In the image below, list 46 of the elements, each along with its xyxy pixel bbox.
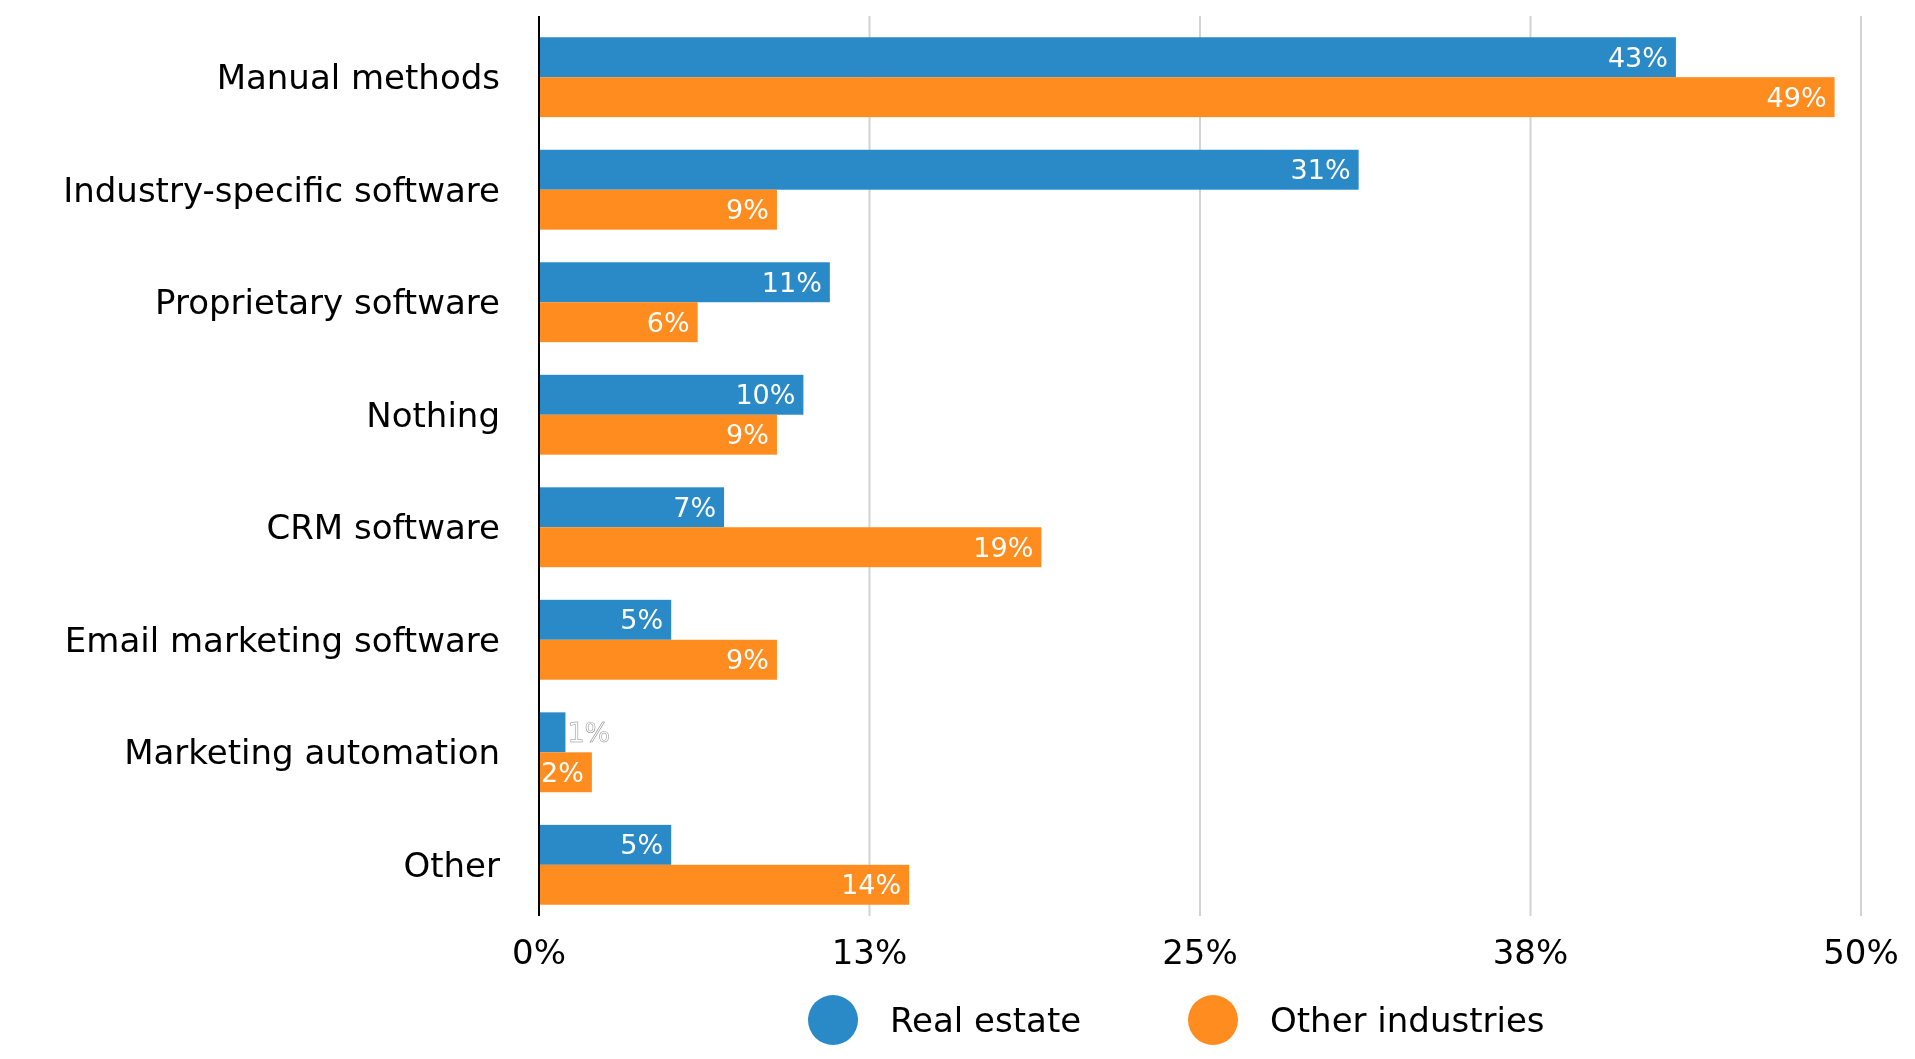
- data-label: 5%: [620, 604, 664, 636]
- bar: [539, 262, 830, 303]
- bar: [539, 37, 1676, 78]
- data-label: 9%: [726, 419, 769, 451]
- y-tick-label: Marketing automation: [124, 732, 500, 773]
- data-label: 14%: [841, 869, 902, 901]
- bar: [539, 189, 777, 230]
- y-tick-label: Proprietary software: [155, 282, 500, 323]
- legend-label: Other industries: [1270, 999, 1545, 1040]
- y-tick-label: Other: [403, 844, 501, 885]
- data-label: 10%: [735, 379, 796, 411]
- data-label: 6%: [646, 306, 690, 338]
- bar: [539, 712, 566, 753]
- data-label: 43%: [1607, 41, 1668, 73]
- data-label: 31%: [1290, 154, 1351, 186]
- bar: [539, 487, 725, 528]
- bar: [539, 527, 1042, 568]
- bar: [539, 639, 777, 680]
- data-label: 5%: [620, 829, 664, 861]
- x-tick-label: 38%: [1492, 932, 1569, 972]
- data-label: 9%: [726, 194, 769, 226]
- y-tick-label: Industry-specific software: [63, 169, 500, 210]
- bar: [539, 824, 672, 865]
- data-label: 1%: [567, 716, 611, 748]
- x-tick-label: 50%: [1823, 932, 1899, 972]
- bar: [539, 374, 804, 415]
- data-label: 11%: [761, 266, 822, 298]
- y-tick-label: Nothing: [366, 394, 500, 435]
- data-label: 2%: [541, 756, 584, 788]
- data-label: 9%: [726, 644, 769, 676]
- bar: [539, 599, 672, 640]
- legend-label: Real estate: [890, 999, 1082, 1040]
- bar: [539, 77, 1835, 118]
- bar: [539, 149, 1359, 190]
- x-tick-label: 25%: [1162, 932, 1238, 972]
- y-tick-label: Manual methods: [216, 57, 500, 98]
- bar: [539, 864, 910, 905]
- bar: [539, 302, 698, 343]
- y-tick-label: Email marketing software: [64, 619, 500, 660]
- y-tick-label: CRM software: [266, 507, 500, 548]
- data-label: 7%: [673, 491, 717, 523]
- x-tick-label: 0%: [512, 932, 566, 972]
- x-tick-label: 13%: [831, 932, 908, 972]
- data-label: 49%: [1766, 81, 1827, 113]
- bar: [539, 414, 777, 455]
- data-label: 19%: [973, 531, 1034, 563]
